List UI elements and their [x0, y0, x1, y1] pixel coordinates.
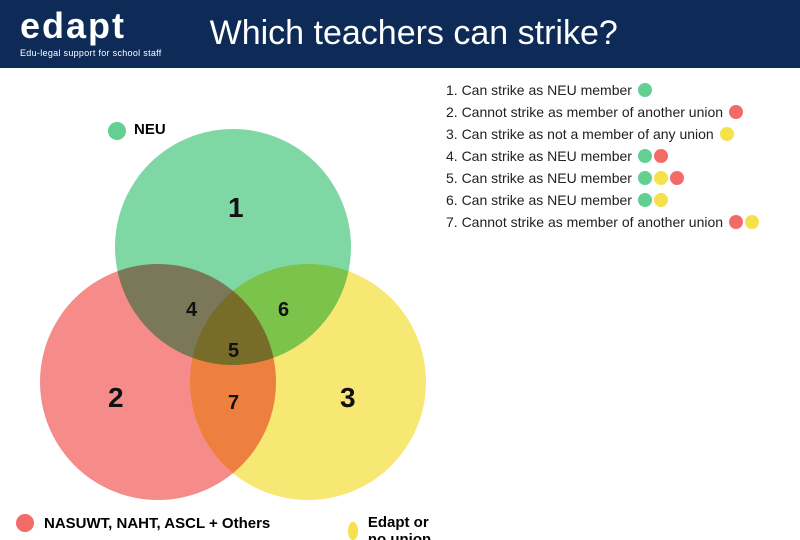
legend-text: 4. Can strike as NEU member	[446, 148, 632, 164]
header-bar: edapt Edu-legal support for school staff…	[0, 0, 800, 68]
legend-dots	[638, 193, 668, 207]
legend-text: 5. Can strike as NEU member	[446, 170, 632, 186]
legend-item: 1. Can strike as NEU member	[446, 82, 776, 98]
legend-dot	[729, 215, 743, 229]
legend-item: 2. Cannot strike as member of another un…	[446, 104, 776, 120]
legend-item: 4. Can strike as NEU member	[446, 148, 776, 164]
region-4: 4	[186, 299, 197, 322]
region-1: 1	[228, 192, 244, 224]
body-area: NEU 1 2 3 4 5 6 7 NASUWT, NAHT, ASCL + O…	[0, 68, 800, 532]
legend-dot	[670, 171, 684, 185]
legend-dots	[729, 105, 743, 119]
legend-item: 7. Cannot strike as member of another un…	[446, 214, 776, 230]
region-7: 7	[228, 392, 239, 415]
legend-dot	[638, 149, 652, 163]
logo-tagline: Edu-legal support for school staff	[20, 48, 162, 58]
legend-text: 1. Can strike as NEU member	[446, 82, 632, 98]
legend-text: 6. Can strike as NEU member	[446, 192, 632, 208]
venn-diagram: NEU 1 2 3 4 5 6 7 NASUWT, NAHT, ASCL + O…	[8, 82, 438, 532]
legend-dot	[729, 105, 743, 119]
legend-dots	[638, 83, 652, 97]
legend-dot	[638, 193, 652, 207]
legend-dot	[654, 193, 668, 207]
legend-text: 7. Cannot strike as member of another un…	[446, 214, 723, 230]
legend-item: 3. Can strike as not a member of any uni…	[446, 126, 776, 142]
legend-item: 5. Can strike as NEU member	[446, 170, 776, 186]
legend-dot	[638, 171, 652, 185]
legend-dot	[745, 215, 759, 229]
region-5: 5	[228, 340, 239, 363]
region-2: 2	[108, 382, 124, 414]
legend-dots	[729, 215, 759, 229]
legend-dots	[720, 127, 734, 141]
legend-dots	[638, 171, 684, 185]
legend-dot	[654, 171, 668, 185]
region-3: 3	[340, 382, 356, 414]
logo-text: edapt	[20, 8, 126, 44]
logo-block: edapt Edu-legal support for school staff	[20, 8, 162, 58]
legend-text: 3. Can strike as not a member of any uni…	[446, 126, 714, 142]
other-chip	[16, 514, 34, 532]
none-chip	[348, 522, 358, 540]
none-label: Edapt or no union	[368, 514, 438, 540]
logo-wordmark: edapt	[20, 8, 162, 44]
neu-chip	[108, 122, 126, 140]
legend: 1. Can strike as NEU member 2. Cannot str…	[446, 82, 776, 532]
page-title: Which teachers can strike?	[210, 14, 618, 53]
venn-circle-none	[190, 264, 426, 500]
legend-dot	[654, 149, 668, 163]
legend-text: 2. Cannot strike as member of another un…	[446, 104, 723, 120]
no-union-label-block: Edapt or no union	[348, 514, 438, 540]
other-union-label-block: NASUWT, NAHT, ASCL + Others	[16, 514, 270, 532]
other-label: NASUWT, NAHT, ASCL + Others	[44, 515, 270, 532]
legend-item: 6. Can strike as NEU member	[446, 192, 776, 208]
legend-dot	[638, 83, 652, 97]
legend-dots	[638, 149, 668, 163]
legend-dot	[720, 127, 734, 141]
region-6: 6	[278, 299, 289, 322]
neu-label: NEU	[134, 121, 166, 138]
